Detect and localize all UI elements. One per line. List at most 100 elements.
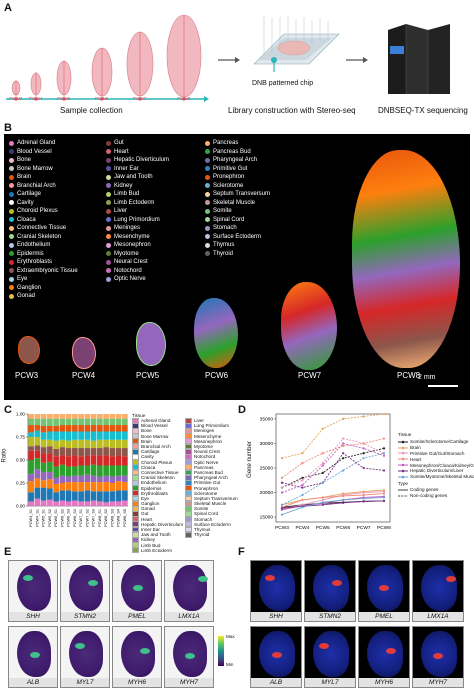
tissue-color-dot	[205, 191, 210, 197]
c-bar-segment	[122, 490, 128, 501]
c-legend-label: Mesonephron	[194, 438, 223, 444]
c-x-tick-label: PCW8_S5	[123, 509, 127, 527]
c-legend-label: Eye	[141, 495, 149, 501]
c-y-tick-label: 1.00	[16, 412, 25, 417]
c-bar-segment	[34, 445, 41, 451]
c-legend-label: Pancreas Bud	[194, 469, 223, 475]
tissue-color-dot	[9, 200, 14, 206]
c-bar-segment	[103, 414, 109, 419]
tissue-legend-label: Ganglion	[17, 284, 42, 291]
d-point	[301, 452, 304, 455]
c-x-tick-label: PCW7_S2	[85, 509, 89, 527]
embryo-series	[6, 14, 209, 102]
tissue-legend-label: Sclerotome	[213, 182, 244, 189]
gene-grid-f: SHH STMN2 PMEL LMX1A ALB MYL7 MYH6 MYH7	[250, 560, 470, 690]
tissue-color-dot	[9, 140, 14, 146]
c-bar-segment	[53, 501, 59, 506]
gene-expression-hotspot	[272, 652, 282, 658]
c-bar-segment	[109, 439, 116, 449]
panel-d-type-title: Type	[398, 481, 408, 486]
tissue-color-dot	[205, 183, 210, 189]
gene-label: PMEL	[359, 612, 409, 621]
c-bar-segment	[65, 440, 72, 449]
arrow-2-icon	[346, 57, 368, 63]
c-bar-segment	[103, 439, 109, 448]
c-bar-segment	[28, 414, 34, 419]
gene-label: MYL7	[61, 678, 109, 687]
c-bar-segment	[115, 501, 122, 506]
gene-expression-hotspot	[265, 575, 275, 581]
c-bar-segment	[53, 418, 59, 426]
d-point	[321, 461, 324, 465]
tissue-legend-label: Surface Ectoderm	[213, 233, 262, 240]
panel-c-legend-col1: Adrenal Gland Blood Vessel Bone Bone Marrow…	[132, 417, 183, 554]
tissue-color-dot	[9, 166, 14, 172]
tissue-legend-label: Cartilage	[17, 191, 42, 198]
tissue-legend-label: Bone Marrow	[17, 165, 53, 172]
tissue-color-dot	[106, 140, 111, 146]
c-bar-segment	[103, 475, 109, 483]
c-bar-segment	[65, 476, 72, 483]
tissue-legend-label: Pancreas Bud	[213, 148, 251, 155]
d-point	[362, 442, 365, 445]
gene-label: ALB	[251, 678, 301, 687]
d-series-line-coding	[281, 500, 385, 509]
c-bar-segment	[40, 500, 47, 506]
c-legend-label: Connective Tissue	[141, 469, 179, 475]
tissue-legend-item: Cranial Skeleton	[9, 233, 78, 242]
c-bar-segment	[34, 469, 41, 479]
tissue-legend-item: Pancreas	[205, 139, 270, 148]
c-legend-label: Erythroblasts	[141, 490, 168, 496]
d-legend-item: Primitive Gut/Gut/Stomach	[398, 451, 474, 457]
tissue-color-dot	[9, 293, 14, 299]
gene-expression-map	[173, 565, 207, 611]
c-bar-segment	[72, 455, 78, 467]
d-series-line-coding	[281, 491, 385, 511]
tissue-color-dot	[205, 208, 210, 214]
d-point	[321, 427, 324, 430]
c-bar-segment	[103, 447, 109, 456]
tissue-legend-item: Branchial Arch	[9, 182, 78, 191]
d-series-line-noncoding	[281, 447, 385, 489]
tissue-color-dot	[9, 183, 14, 189]
caption-library: Library construction with Stereo-seq	[228, 106, 356, 115]
tissue-color-dot	[106, 217, 111, 223]
c-bar-segment	[84, 455, 91, 466]
d-y-tick-label: 15000	[260, 515, 274, 521]
c-x-tick-label: PCW7_S1	[79, 509, 83, 527]
section-pcw3	[18, 336, 40, 364]
tissue-color-dot	[106, 242, 111, 248]
c-bar-segment	[72, 448, 78, 456]
tissue-legend-label: Blood Vessel	[17, 148, 52, 155]
c-bar-segment	[103, 482, 109, 492]
tissue-legend-item: Extraembryonic Tissue	[9, 267, 78, 276]
tissue-legend-item: Epidermis	[9, 250, 78, 259]
c-x-tick-label: PCW3_S1	[29, 509, 33, 527]
c-bar-segment	[53, 483, 59, 493]
d-legend-item: Hepatic Diverticulum/Liver	[398, 468, 474, 474]
d-legend-label: Mesonephron/Cloaca/Kidney/Gonad	[410, 462, 474, 468]
tissue-legend-item: Surface Ectoderm	[205, 233, 270, 242]
c-bar-segment	[122, 425, 128, 432]
c-bar-segment	[40, 425, 47, 433]
tissue-legend-item: Neural Crest	[106, 258, 169, 267]
gene-tile-lmx1a: LMX1A	[412, 560, 464, 622]
panel-f-letter: F	[238, 546, 245, 558]
c-legend-label: Branchial Arch	[141, 444, 171, 450]
c-bar-segment	[115, 439, 122, 449]
c-legend-label: Neural Crest	[194, 449, 220, 455]
c-bar-segment	[34, 450, 41, 459]
c-x-tick-label: PCW6_S3	[67, 509, 71, 527]
tissue-color-dot	[9, 157, 14, 163]
tissue-legend-item: Cavity	[9, 199, 78, 208]
c-legend-label: Cavity	[141, 454, 154, 460]
c-bar-segment	[34, 487, 41, 499]
tissue-legend-item: Brain	[9, 173, 78, 182]
d-legend-label: Heart	[410, 456, 422, 462]
tissue-legend-item: Jaw and Tooth	[106, 173, 169, 182]
stage-label-b-pcw6: PCW6	[205, 371, 229, 380]
c-legend-label: Primitive Gut	[194, 480, 221, 486]
d-point	[362, 415, 365, 418]
gene-tile-stmn2: STMN2	[60, 560, 110, 622]
tissue-color-dot	[9, 225, 14, 231]
